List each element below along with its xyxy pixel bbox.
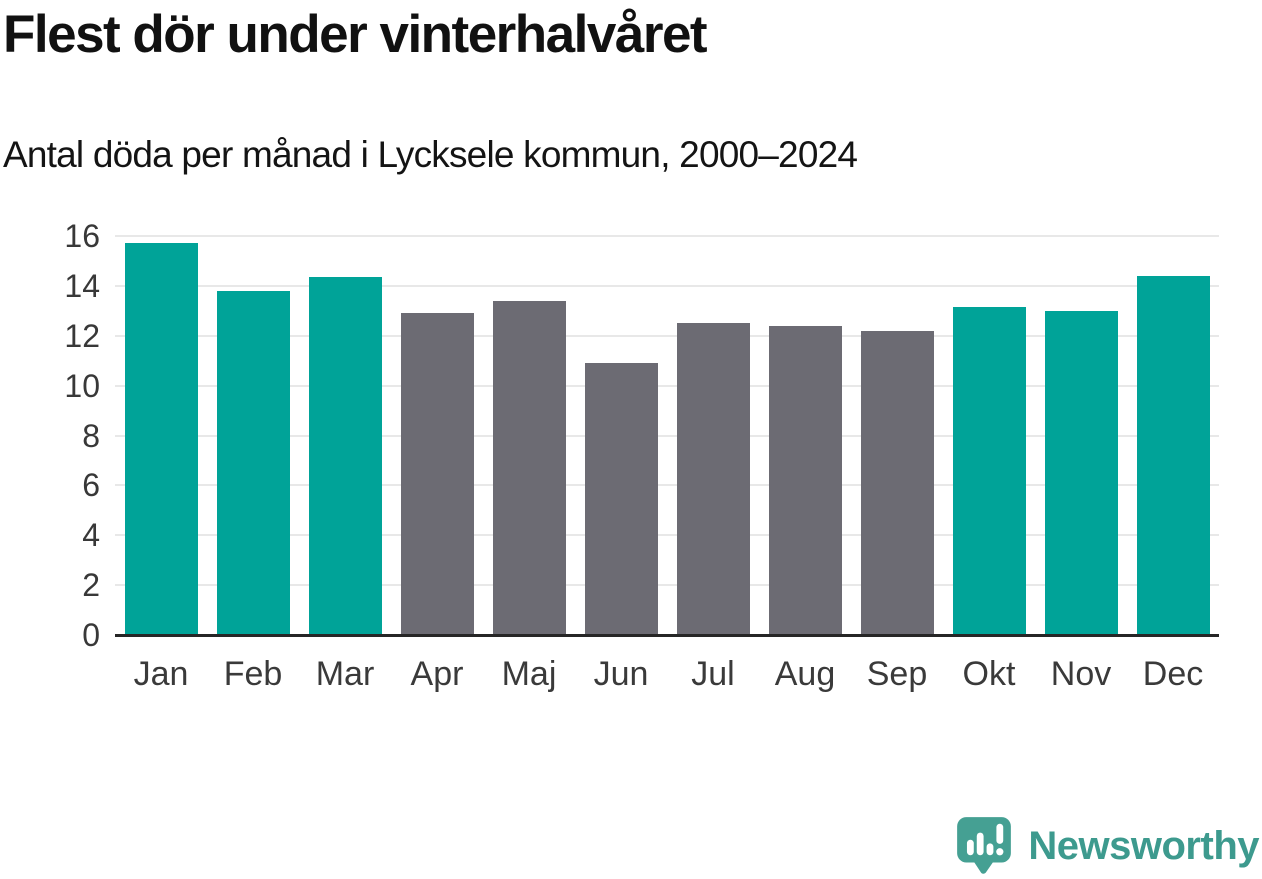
x-tick-label-jul: Jul <box>691 655 735 693</box>
y-tick-label-8: 8 <box>82 417 100 454</box>
x-tick-label-mar: Mar <box>315 655 375 693</box>
y-tick-label-2: 2 <box>82 567 100 604</box>
plot-area <box>115 235 1219 637</box>
x-tick-label-apr: Apr <box>410 655 464 693</box>
x-axis-labels: Jan Feb Mar Apr Maj Jun Jul Aug Sep Okt Nov Dec <box>0 655 1262 705</box>
gridline-10 <box>115 384 1219 387</box>
gridline-14 <box>115 284 1219 287</box>
gridline-12 <box>115 334 1219 337</box>
gridline-2 <box>115 584 1219 587</box>
x-tick-label-maj: Maj <box>501 655 557 693</box>
exclamation-dot <box>996 848 1004 856</box>
bar-sep <box>860 330 934 635</box>
newsworthy-logo-text: Newsworthy <box>1028 823 1259 868</box>
y-tick-label-12: 12 <box>64 317 100 354</box>
x-tick-label-feb: Feb <box>223 655 283 693</box>
x-tick-label-sep: Sep <box>866 655 928 693</box>
bar-jun <box>584 363 658 635</box>
gridline-16 <box>115 235 1219 237</box>
gridline-8 <box>115 434 1219 437</box>
y-tick-label-14: 14 <box>64 267 100 304</box>
bar-jul <box>676 323 750 635</box>
mini-bar-3 <box>986 843 994 856</box>
bar-aug <box>768 325 842 635</box>
bar-nov <box>1044 310 1118 635</box>
x-tick-label-jan: Jan <box>133 655 189 693</box>
x-tick-label-jun: Jun <box>593 655 649 693</box>
x-tick-label-aug: Aug <box>774 655 836 693</box>
x-tick-label-nov: Nov <box>1050 655 1112 693</box>
bar-okt <box>952 307 1026 635</box>
bar-apr <box>400 313 474 635</box>
x-axis-line <box>115 634 1219 637</box>
bar-feb <box>216 290 290 635</box>
y-tick-label-4: 4 <box>82 517 100 554</box>
newsworthy-bubble-chart-icon <box>957 817 1012 874</box>
exclamation-bar <box>996 823 1004 844</box>
y-tick-label-6: 6 <box>82 467 100 504</box>
gridline-6 <box>115 484 1219 487</box>
x-tick-label-okt: Okt <box>962 655 1016 693</box>
x-tick-label-dec: Dec <box>1142 655 1204 693</box>
chart-title: Flest dör under vinterhalvåret <box>3 5 708 64</box>
mini-bar-2 <box>977 832 984 856</box>
y-tick-label-0: 0 <box>82 617 100 653</box>
y-tick-label-10: 10 <box>64 367 100 404</box>
y-tick-label-16: 16 <box>64 218 100 254</box>
y-axis-labels: 0 2 4 6 8 10 12 14 16 <box>0 218 100 653</box>
gridline-4 <box>115 534 1219 537</box>
bar-maj <box>492 300 566 635</box>
bar-jan <box>124 243 198 635</box>
chart-subtitle: Antal döda per månad i Lycksele kommun, … <box>3 134 858 175</box>
newsworthy-logo: Newsworthy <box>953 815 1259 877</box>
bar-dec <box>1136 275 1210 635</box>
mini-bar-1 <box>967 839 975 856</box>
bar-mar <box>308 277 382 635</box>
